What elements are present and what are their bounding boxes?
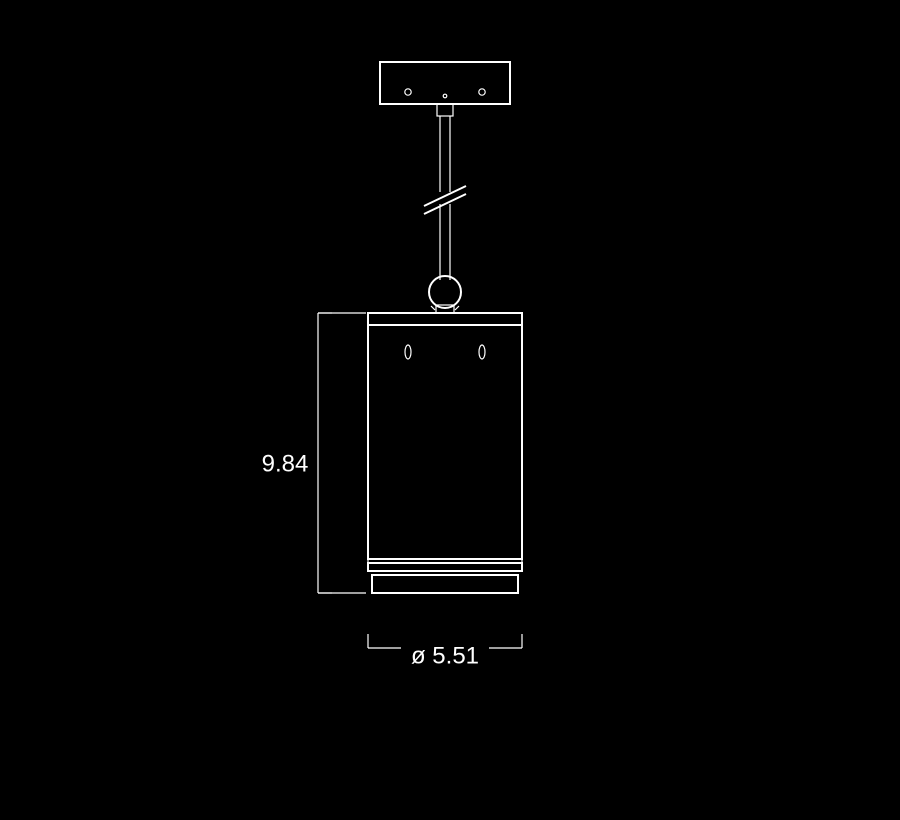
dimension-height-label: 9.84	[262, 450, 309, 477]
dimension-height	[318, 313, 366, 593]
dimension-diameter-label: ø 5.51	[411, 642, 479, 669]
ball-joint	[429, 276, 461, 313]
fixture-body	[368, 313, 522, 593]
canopy	[380, 62, 510, 116]
fixture-diagram: 9.84 ø 5.51	[0, 0, 900, 820]
suspension-cable	[424, 116, 466, 280]
